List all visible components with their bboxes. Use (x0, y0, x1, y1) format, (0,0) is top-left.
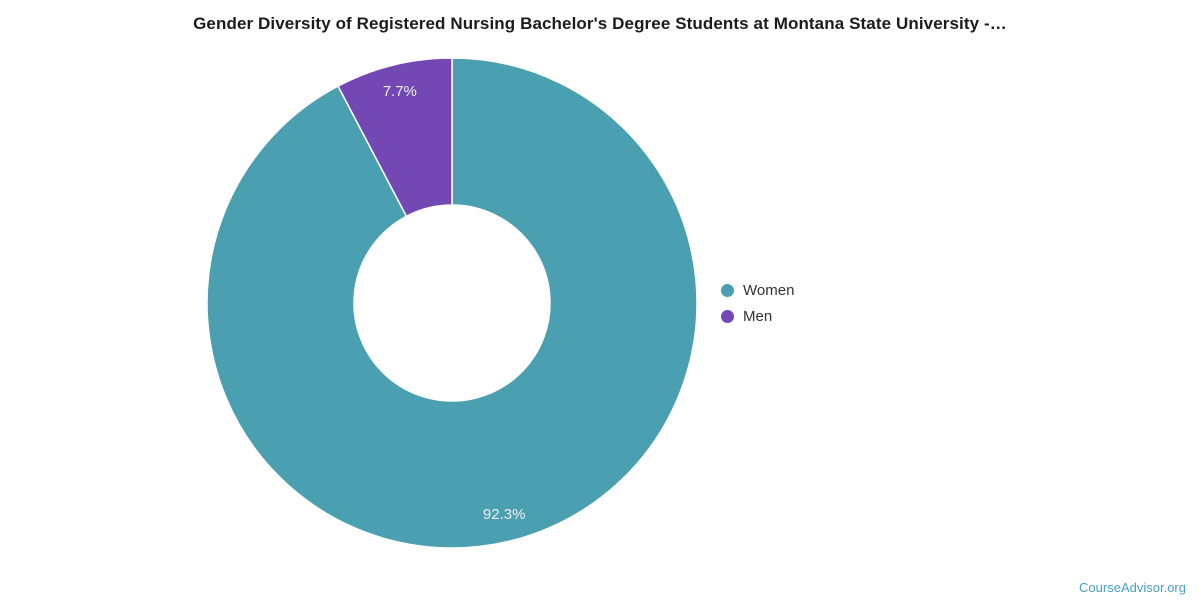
legend-label: Men (743, 307, 773, 325)
pie-slice-men[interactable] (337, 57, 453, 217)
pie-slice-women[interactable] (206, 57, 698, 549)
legend-marker-icon (721, 309, 734, 323)
slice-label-men: 7.7% (383, 83, 417, 100)
legend-marker-icon (721, 283, 734, 297)
chart-title: Gender Diversity of Registered Nursing B… (193, 14, 1007, 33)
legend-label: Women (743, 281, 795, 299)
legend-item-women[interactable]: Women (721, 277, 794, 303)
legend-item-men[interactable]: Men (721, 303, 794, 329)
courseadvisor-link[interactable]: CourseAdvisor.org (1079, 580, 1186, 595)
slice-label-women: 92.3% (483, 506, 526, 523)
chart-legend: Women Men (721, 277, 794, 329)
